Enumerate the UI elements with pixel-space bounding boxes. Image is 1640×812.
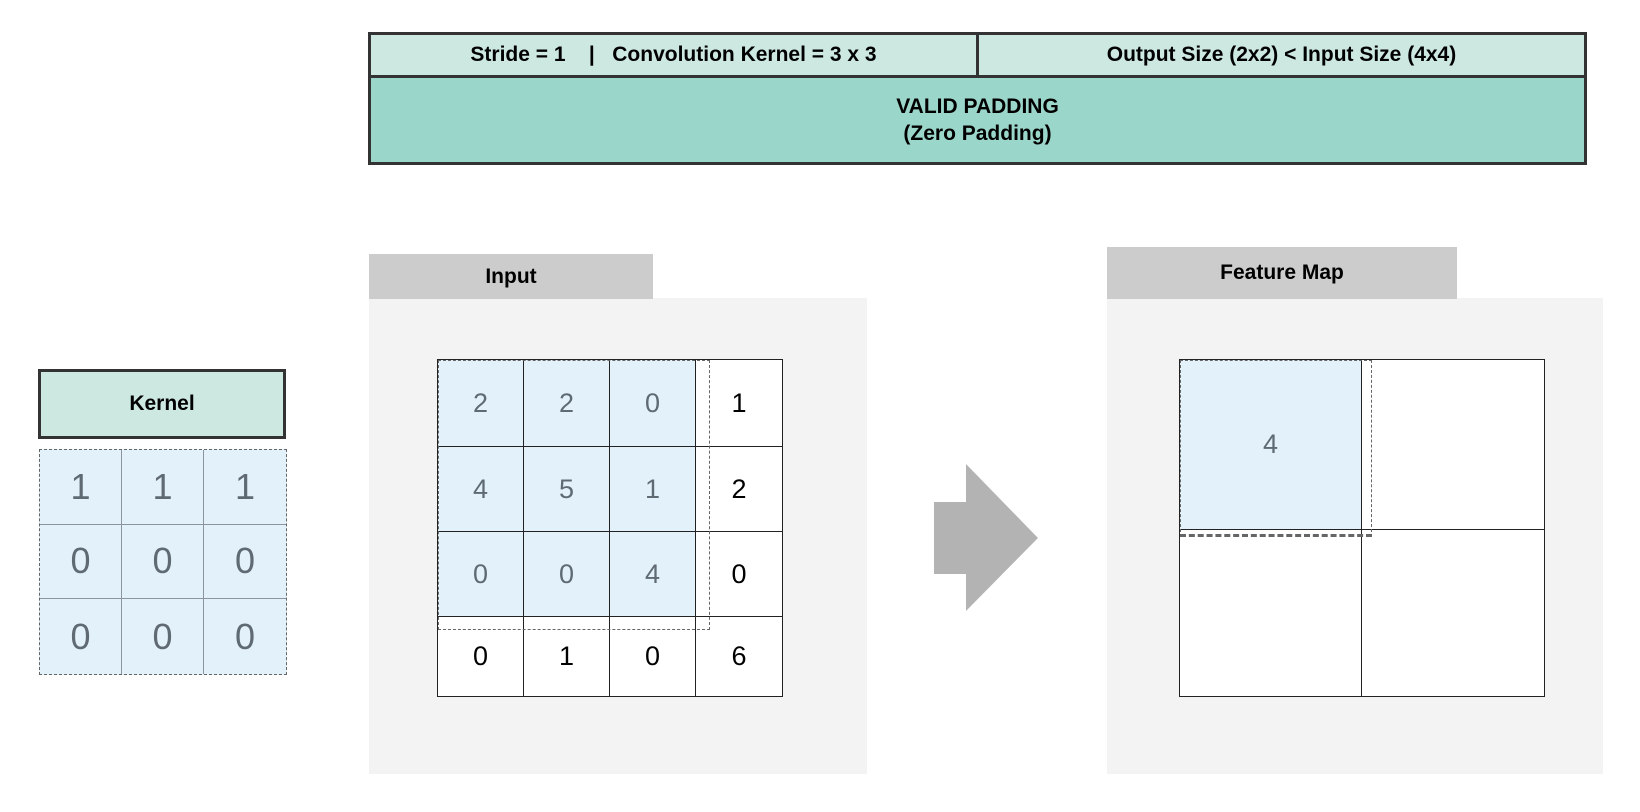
- input-title: Input: [485, 264, 537, 288]
- input-cell: 5: [524, 447, 610, 532]
- feature-map-cell: [1180, 530, 1362, 696]
- input-cell: 2: [524, 360, 610, 447]
- input-cell: 0: [438, 532, 524, 617]
- kernel-cell: 0: [234, 615, 256, 657]
- feature-map-cell: 4: [1180, 360, 1362, 530]
- input-tab: Input: [369, 254, 653, 299]
- padding-subtitle: (Zero Padding): [903, 122, 1052, 145]
- stride-kernel-text: Stride = 1 | Convolution Kernel = 3 x 3: [470, 43, 877, 66]
- kernel-title-text: Kernel: [129, 392, 195, 415]
- padding-banner: VALID PADDING (Zero Padding): [368, 75, 1587, 165]
- input-cell: 0: [610, 360, 696, 447]
- kernel-cell: 1: [122, 450, 204, 525]
- input-cell: 0: [524, 532, 610, 617]
- feature-map-cell: [1362, 530, 1544, 696]
- input-cell: 6: [696, 617, 782, 696]
- input-cell: 1: [696, 360, 782, 447]
- kernel-title: Kernel: [38, 369, 286, 439]
- stride-kernel-label: Stride = 1 | Convolution Kernel = 3 x 3: [368, 32, 979, 78]
- kernel-cell: 0: [204, 525, 286, 600]
- input-cell: 2: [696, 447, 782, 532]
- input-cell: 2: [438, 360, 524, 447]
- kernel-cell: 0: [40, 524, 122, 600]
- input-cell: 0: [610, 617, 696, 696]
- output-size-label: Output Size (2x2) < Input Size (4x4): [976, 32, 1587, 78]
- kernel-cell: 0: [122, 524, 204, 600]
- kernel-cell: 1: [204, 450, 286, 525]
- input-cell: 1: [524, 617, 610, 696]
- input-cell: 0: [696, 532, 782, 617]
- feature-map-title: Feature Map: [1220, 261, 1344, 284]
- input-cell: 4: [438, 447, 524, 532]
- kernel-cell: 1: [40, 450, 122, 525]
- feature-map-grid: 4: [1179, 359, 1545, 697]
- input-cell: 4: [610, 532, 696, 617]
- padding-title: VALID PADDING: [896, 95, 1059, 118]
- kernel-cell: 0: [122, 599, 204, 674]
- kernel-cell: 0: [40, 599, 122, 674]
- feature-map-tab: Feature Map: [1107, 247, 1457, 299]
- right-arrow-icon: [934, 464, 1038, 611]
- output-size-text: Output Size (2x2) < Input Size (4x4): [1106, 43, 1457, 66]
- input-cell: 1: [610, 447, 696, 532]
- feature-map-cell: [1362, 360, 1544, 530]
- input-cell: 0: [438, 617, 524, 696]
